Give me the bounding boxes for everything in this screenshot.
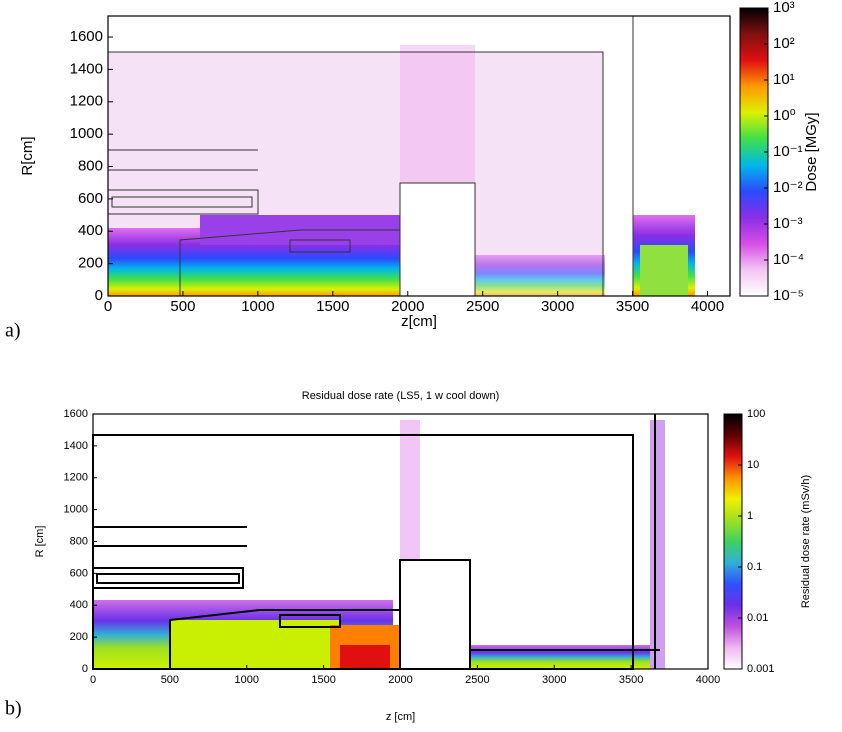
plot-frame bbox=[107, 15, 731, 297]
panel-label: b) bbox=[5, 698, 22, 720]
dose-map-a bbox=[107, 16, 695, 297]
y-axis-label: R [cm] bbox=[34, 526, 46, 558]
y-tick-label: 400 bbox=[70, 599, 88, 611]
y-tick-label: 400 bbox=[78, 222, 103, 239]
y-tick-label: 200 bbox=[78, 255, 103, 272]
x-tick-label: 3500 bbox=[619, 674, 643, 686]
y-tick-label: 800 bbox=[78, 157, 103, 174]
colorbar-tick-label: 0.001 bbox=[747, 663, 775, 675]
colorbar-tick-label: 100 bbox=[747, 408, 765, 420]
y-tick-label: 1400 bbox=[64, 440, 88, 452]
y-axis-label: R[cm] bbox=[19, 136, 36, 175]
panel-label: a) bbox=[5, 320, 21, 342]
x-tick-label: 2500 bbox=[466, 298, 499, 315]
y-tick-label: 600 bbox=[78, 190, 103, 207]
x-tick-label: 1000 bbox=[235, 674, 259, 686]
y-tick-label: 1200 bbox=[64, 472, 88, 484]
colorbar bbox=[723, 413, 743, 670]
colorbar-tick-label: 10⁻² bbox=[773, 179, 803, 196]
colorbar-tick-label: 1 bbox=[747, 510, 753, 522]
colorbar-tick-label: 10⁰ bbox=[773, 107, 796, 124]
colorbar-tick-label: 10² bbox=[773, 35, 795, 52]
x-tick-label: 1500 bbox=[316, 298, 349, 315]
x-axis-label: z[cm] bbox=[401, 313, 437, 330]
colorbar-tick-label: 10⁻¹ bbox=[773, 143, 803, 160]
x-tick-label: 500 bbox=[170, 298, 195, 315]
x-tick-label: 2500 bbox=[465, 674, 489, 686]
x-tick-label: 3000 bbox=[541, 298, 574, 315]
y-tick-label: 800 bbox=[70, 535, 88, 547]
x-tick-label: 3500 bbox=[616, 298, 649, 315]
y-tick-label: 1600 bbox=[70, 28, 103, 45]
x-tick-label: 2000 bbox=[388, 674, 412, 686]
colorbar-tick-label: 10³ bbox=[773, 0, 795, 16]
colorbar-tick-label: 10 bbox=[747, 459, 759, 471]
colorbar bbox=[739, 7, 769, 297]
chart: 0 500 1000 1500 2000 2500 3000 3500 4000 0 200 400 6… bbox=[34, 390, 812, 723]
x-tick-label: 2000 bbox=[391, 298, 424, 315]
colorbar-tick-label: 0.1 bbox=[747, 561, 762, 573]
colorbar-tick-label: 10¹ bbox=[773, 71, 795, 88]
y-tick-label: 1200 bbox=[70, 93, 103, 110]
y-tick-label: 600 bbox=[70, 567, 88, 579]
colorbar-label: Dose [MGy] bbox=[803, 112, 820, 191]
y-tick-label: 1400 bbox=[70, 60, 103, 77]
x-axis-label: z [cm] bbox=[386, 711, 415, 723]
colorbar-tick-label: 0.01 bbox=[747, 612, 768, 624]
y-tick-label: 1600 bbox=[64, 408, 88, 420]
x-tick-label: 1500 bbox=[311, 674, 335, 686]
y-tick-label: 0 bbox=[95, 287, 103, 304]
chart: 0 500 1000 1500 2000 2500 3000 3500 4000 0 200 400 6… bbox=[19, 0, 820, 330]
dose-map-b bbox=[92, 414, 665, 670]
y-tick-label: 1000 bbox=[70, 125, 103, 142]
x-tick-label: 4000 bbox=[691, 298, 724, 315]
y-tick-label: 200 bbox=[70, 631, 88, 643]
colorbar-tick-label: 10⁻⁴ bbox=[773, 251, 804, 268]
colorbar-label: Residual dose rate (mSv/h) bbox=[800, 475, 812, 608]
x-tick-label: 1000 bbox=[241, 298, 274, 315]
x-tick-label: 3000 bbox=[542, 674, 566, 686]
colorbar-tick-label: 10⁻⁵ bbox=[773, 287, 804, 304]
x-tick-label: 0 bbox=[90, 674, 96, 686]
x-tick-label: 4000 bbox=[696, 674, 720, 686]
x-tick-label: 0 bbox=[104, 298, 112, 315]
y-tick-label: 0 bbox=[82, 663, 88, 675]
chart-title: Residual dose rate (LS5, 1 w cool down) bbox=[302, 390, 500, 402]
y-tick-label: 1000 bbox=[64, 504, 88, 516]
x-tick-label: 500 bbox=[161, 674, 179, 686]
colorbar-tick-label: 10⁻³ bbox=[773, 215, 803, 232]
